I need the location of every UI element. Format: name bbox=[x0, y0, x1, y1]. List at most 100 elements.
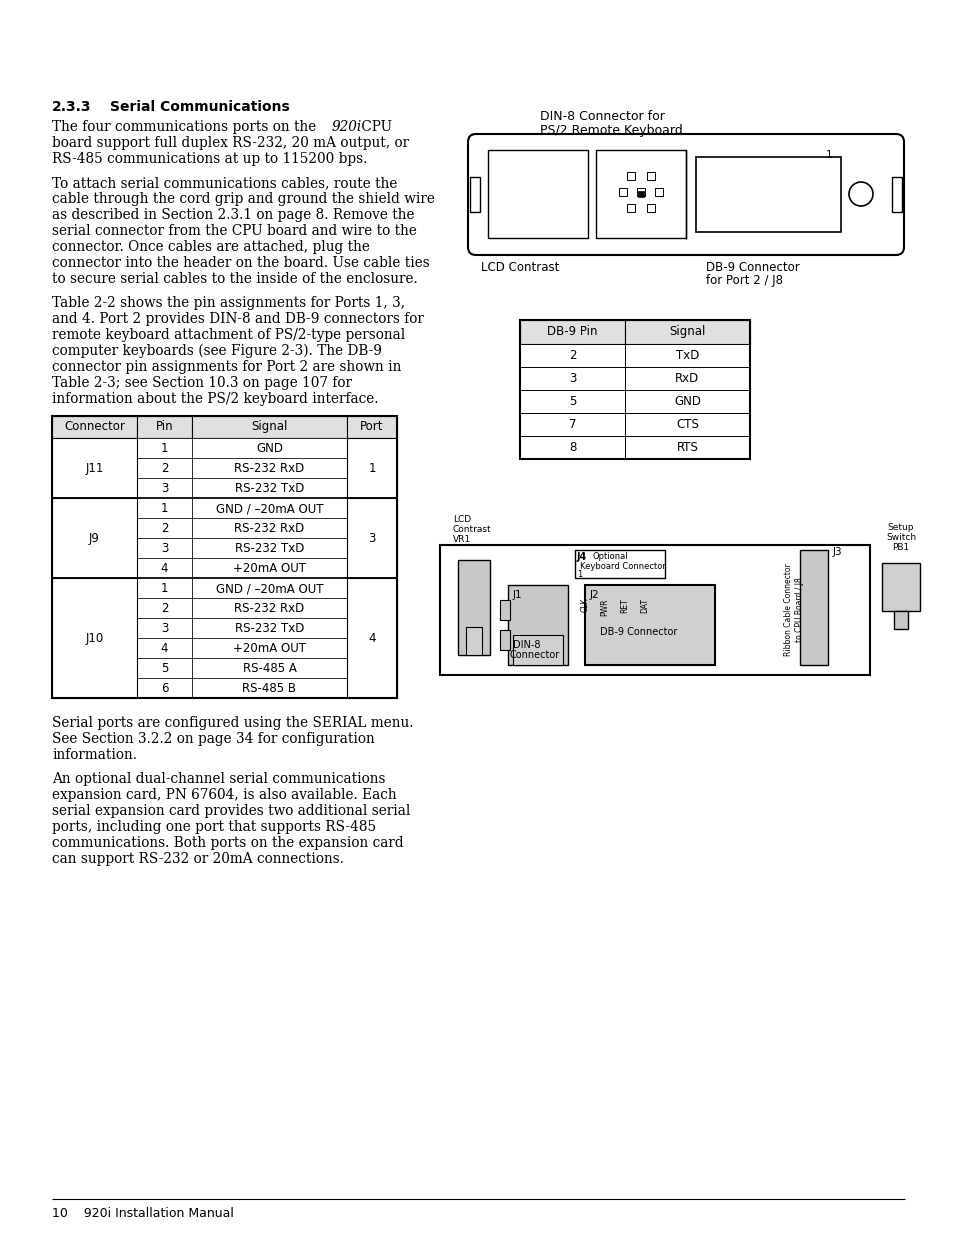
Bar bbox=[52, 517, 137, 538]
Bar bbox=[137, 438, 192, 458]
Text: to secure serial cables to the inside of the enclosure.: to secure serial cables to the inside of… bbox=[52, 272, 417, 287]
Bar bbox=[52, 558, 137, 578]
Bar bbox=[624, 345, 749, 367]
Bar bbox=[624, 367, 749, 390]
Text: J11: J11 bbox=[85, 462, 104, 475]
Text: Signal: Signal bbox=[669, 325, 705, 338]
Text: board support full duplex RS-232, 20 mA output, or: board support full duplex RS-232, 20 mA … bbox=[52, 136, 409, 149]
Bar bbox=[513, 635, 562, 664]
Bar bbox=[137, 598, 192, 618]
Bar bbox=[192, 678, 347, 698]
Bar bbox=[596, 149, 685, 238]
Text: 2.3.3: 2.3.3 bbox=[52, 100, 91, 114]
Bar bbox=[347, 658, 396, 678]
Text: Connector: Connector bbox=[510, 650, 559, 659]
Text: TxD: TxD bbox=[675, 350, 699, 362]
Bar bbox=[465, 627, 481, 655]
Text: information about the PS/2 keyboard interface.: information about the PS/2 keyboard inte… bbox=[52, 391, 378, 406]
Bar bbox=[347, 438, 396, 498]
Text: Keyboard Connector: Keyboard Connector bbox=[579, 562, 665, 571]
Text: PWR: PWR bbox=[599, 598, 609, 615]
Text: DIN-8 Connector for: DIN-8 Connector for bbox=[539, 110, 664, 124]
Bar bbox=[347, 618, 396, 638]
Bar bbox=[519, 390, 624, 412]
Bar bbox=[192, 538, 347, 558]
Text: 3: 3 bbox=[368, 532, 375, 545]
Text: RxD: RxD bbox=[675, 372, 699, 385]
Bar bbox=[52, 416, 396, 698]
Text: serial connector from the CPU board and wire to the: serial connector from the CPU board and … bbox=[52, 224, 416, 238]
Bar bbox=[192, 478, 347, 498]
Text: RS-232 RxD: RS-232 RxD bbox=[234, 462, 304, 475]
Text: RS-232 RxD: RS-232 RxD bbox=[234, 522, 304, 535]
Text: 1: 1 bbox=[161, 582, 168, 595]
Text: Pin: Pin bbox=[155, 420, 173, 433]
Bar bbox=[882, 563, 919, 611]
Text: J10: J10 bbox=[85, 632, 104, 645]
Text: 3: 3 bbox=[161, 482, 168, 495]
Text: as described in Section 2.3.1 on page 8. Remove the: as described in Section 2.3.1 on page 8.… bbox=[52, 207, 414, 222]
Text: RS-232 TxD: RS-232 TxD bbox=[234, 482, 304, 495]
Text: Table 2-2 shows the pin assignments for Ports 1, 3,: Table 2-2 shows the pin assignments for … bbox=[52, 296, 405, 310]
Text: Switch: Switch bbox=[885, 534, 915, 542]
Bar bbox=[624, 320, 749, 345]
Bar bbox=[519, 320, 749, 459]
Text: Contrast: Contrast bbox=[453, 525, 491, 534]
Text: expansion card, PN 67604, is also available. Each: expansion card, PN 67604, is also availa… bbox=[52, 788, 396, 802]
Text: connector. Once cables are attached, plug the: connector. Once cables are attached, plu… bbox=[52, 240, 370, 254]
Bar bbox=[137, 458, 192, 478]
Text: J4: J4 bbox=[577, 552, 587, 562]
Text: RS-232 RxD: RS-232 RxD bbox=[234, 601, 304, 615]
Bar bbox=[52, 438, 137, 458]
Text: cable through the cord grip and ground the shield wire: cable through the cord grip and ground t… bbox=[52, 191, 435, 206]
Bar bbox=[192, 458, 347, 478]
Text: 920i: 920i bbox=[332, 120, 362, 135]
Bar bbox=[192, 618, 347, 638]
Bar bbox=[439, 545, 869, 676]
Text: J2: J2 bbox=[589, 590, 599, 600]
Bar bbox=[626, 204, 635, 212]
Bar bbox=[470, 177, 479, 212]
Bar bbox=[800, 550, 827, 664]
Text: Serial ports are configured using the SERIAL menu.: Serial ports are configured using the SE… bbox=[52, 716, 413, 730]
Bar bbox=[499, 600, 510, 620]
Bar bbox=[457, 559, 490, 655]
Bar bbox=[626, 172, 635, 180]
Bar bbox=[696, 157, 841, 232]
Bar bbox=[52, 498, 137, 517]
Bar bbox=[519, 412, 624, 436]
Bar bbox=[638, 191, 643, 198]
Text: 3: 3 bbox=[161, 622, 168, 635]
Text: RTS: RTS bbox=[676, 441, 698, 454]
Text: 7: 7 bbox=[568, 417, 576, 431]
Text: 4: 4 bbox=[161, 642, 168, 655]
Text: CPU: CPU bbox=[356, 120, 392, 135]
Text: 1: 1 bbox=[368, 462, 375, 475]
Bar bbox=[52, 578, 137, 598]
Text: CTS: CTS bbox=[676, 417, 699, 431]
Bar bbox=[137, 517, 192, 538]
Bar bbox=[488, 149, 587, 238]
Bar bbox=[584, 585, 714, 664]
Bar bbox=[192, 658, 347, 678]
Bar bbox=[137, 558, 192, 578]
Bar bbox=[52, 458, 137, 478]
Bar bbox=[519, 436, 624, 459]
Bar bbox=[347, 638, 396, 658]
Text: 2: 2 bbox=[161, 601, 168, 615]
Bar bbox=[499, 630, 510, 650]
Text: can support RS-232 or 20mA connections.: can support RS-232 or 20mA connections. bbox=[52, 852, 344, 866]
Text: J1: J1 bbox=[513, 590, 522, 600]
Text: +20mA OUT: +20mA OUT bbox=[233, 642, 306, 655]
Bar bbox=[137, 416, 192, 438]
Bar bbox=[192, 498, 347, 517]
Bar bbox=[519, 367, 624, 390]
Text: information.: information. bbox=[52, 748, 137, 762]
Bar bbox=[646, 172, 655, 180]
Bar bbox=[137, 678, 192, 698]
Bar bbox=[52, 638, 137, 658]
Text: +20mA OUT: +20mA OUT bbox=[233, 562, 306, 576]
Text: 4: 4 bbox=[161, 562, 168, 576]
Text: DB-9 Pin: DB-9 Pin bbox=[547, 325, 598, 338]
Text: connector pin assignments for Port 2 are shown in: connector pin assignments for Port 2 are… bbox=[52, 359, 401, 374]
